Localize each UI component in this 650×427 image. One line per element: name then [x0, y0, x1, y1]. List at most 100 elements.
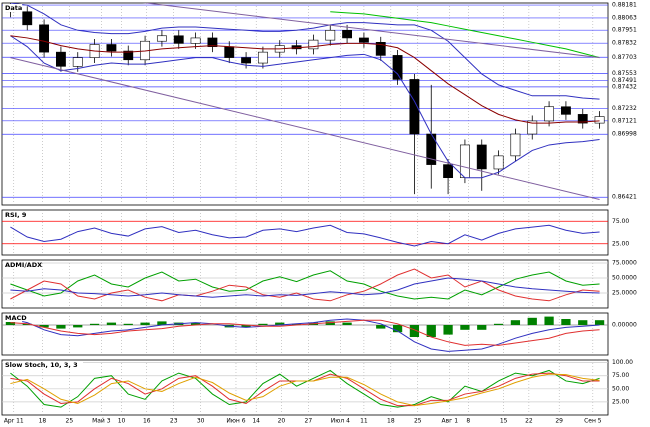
title-bg [3, 261, 38, 269]
histogram-bar [56, 325, 66, 329]
trendline [10, 57, 600, 201]
y-tick-label: 0.87432 [612, 83, 637, 90]
candle-body [443, 164, 454, 179]
x-tick-label: Июл 4 [331, 418, 350, 425]
y-tick-label: 0.87951 [612, 27, 637, 34]
histogram-bar [477, 325, 487, 330]
x-tick-label: 10 [118, 418, 126, 425]
title-bg [3, 361, 83, 369]
indicator-line [10, 319, 600, 346]
candle-body [190, 37, 201, 44]
histogram-bar [241, 325, 251, 328]
candle-body [493, 155, 504, 170]
x-tick-label: 18 [387, 418, 395, 425]
y-tick-label: 0.87491 [612, 77, 637, 84]
candle-body [207, 37, 218, 47]
y-tick-label: 0.87553 [612, 70, 637, 77]
x-tick-label: 14 [252, 418, 260, 425]
y-tick-label: 25.0000 [612, 290, 637, 297]
panel-title: Slow Stoch, 10, 3, 3 [5, 361, 78, 369]
x-tick-label: 30 [197, 418, 205, 425]
panel-title: MACD [5, 314, 27, 322]
histogram-bar [22, 323, 32, 325]
indicator-line [10, 35, 600, 124]
candle-body [325, 29, 336, 41]
histogram-bar [527, 317, 537, 325]
histogram-bar [123, 323, 133, 325]
histogram-bar [578, 320, 588, 325]
x-tick-label: 25 [414, 418, 422, 425]
indicator-line [10, 268, 600, 302]
x-tick-label: 15 [500, 418, 508, 425]
panel [2, 360, 608, 415]
histogram-bar [594, 320, 605, 325]
x-tick-label: 25 [66, 418, 74, 425]
candle-body [342, 29, 353, 39]
x-tick-label: Июн 6 [226, 418, 245, 425]
candle-body [594, 116, 605, 124]
indicator-line [10, 35, 600, 179]
panel [2, 3, 608, 205]
panel [2, 313, 608, 355]
histogram-bar [73, 325, 83, 328]
candle-body [224, 46, 235, 58]
candle-body [308, 39, 319, 50]
indicator-line [10, 369, 600, 408]
indicator-line [330, 11, 600, 59]
candle-body [527, 120, 538, 135]
x-tick-label: 8 [466, 418, 470, 425]
histogram-bar [5, 321, 16, 325]
x-tick-label: Apr 11 [4, 418, 24, 425]
histogram-bar [291, 323, 302, 325]
candle-body [560, 106, 571, 115]
histogram-bar [409, 325, 420, 337]
histogram-bar [342, 322, 352, 325]
candle-body [156, 35, 167, 42]
histogram-bar [258, 323, 268, 325]
x-tick-label: 11 [360, 418, 368, 425]
candle-body [358, 37, 369, 43]
panel [2, 260, 608, 308]
histogram-bar [106, 322, 117, 325]
y-tick-label: 25.00 [612, 398, 629, 405]
y-tick-label: 0.87232 [612, 105, 637, 112]
histogram-bar [157, 321, 167, 325]
histogram-bar [460, 325, 470, 330]
histogram-bar [544, 316, 554, 325]
candle-body [510, 133, 521, 157]
x-tick-label: Май 3 [92, 418, 111, 425]
histogram-bar [140, 322, 150, 325]
y-tick-label: 0.87832 [612, 40, 637, 47]
y-tick-label: 0.86998 [612, 131, 637, 138]
x-tick-label: Сен 5 [584, 418, 602, 425]
indicator-line [10, 318, 600, 352]
candle-body [544, 106, 555, 122]
histogram-bar [493, 323, 504, 325]
candle-body [476, 144, 487, 170]
x-tick-label: 18 [39, 418, 47, 425]
histogram-bar [325, 321, 335, 325]
title-bg [3, 314, 23, 322]
title-bg [3, 211, 30, 219]
candle-body [375, 42, 386, 56]
y-tick-label: 0.00000 [612, 322, 637, 329]
y-tick-label: 0.88181 [612, 2, 637, 9]
histogram-bar [39, 325, 49, 328]
candle-body [22, 11, 33, 26]
histogram-bar [190, 322, 201, 325]
x-tick-label: 23 [170, 418, 178, 425]
panel-frame [1, 2, 609, 206]
candle-body [459, 144, 470, 179]
y-tick-label: 0.88063 [612, 14, 637, 21]
y-tick-label: 25.00 [612, 240, 629, 247]
panel [2, 210, 608, 255]
candle-body [55, 51, 66, 67]
histogram-bar [510, 320, 521, 325]
trendline [142, 3, 600, 59]
histogram-bar [392, 325, 403, 333]
y-tick-label: 0.87703 [612, 54, 637, 61]
histogram-bar [376, 325, 386, 329]
panel-title: RSI, 9 [5, 211, 27, 219]
